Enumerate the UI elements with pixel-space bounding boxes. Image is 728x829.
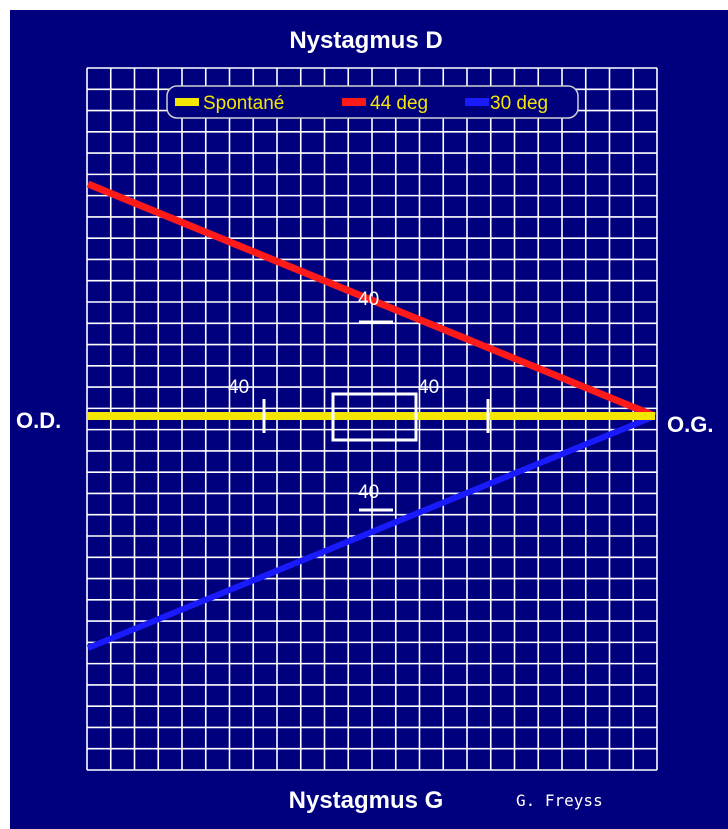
chart-title: Nystagmus D: [289, 27, 442, 54]
right-axis-label: O.G.: [667, 412, 713, 437]
legend-label-30-deg: 30 deg: [490, 93, 548, 114]
left-axis-label: O.D.: [16, 408, 61, 433]
legend-swatch-30-deg: [465, 98, 489, 106]
scale-marks: [262, 320, 490, 512]
credit-text: G. Freyss: [516, 791, 603, 810]
legend-label-spontane: Spontané: [203, 93, 284, 114]
legend-swatch-44-deg: [342, 98, 366, 106]
legend-box: [166, 85, 579, 119]
series-line-30-deg: [86, 413, 657, 651]
scale-label-top: 40: [358, 289, 379, 310]
series-group: [86, 180, 657, 651]
series-line-44-deg: [86, 180, 657, 420]
center-box: [331, 392, 418, 442]
scale-label-left: 40: [228, 377, 249, 398]
legend: Spontané 44 deg 30 deg: [166, 85, 579, 119]
scale-label-right: 40: [418, 377, 439, 398]
legend-swatch-spontane: [175, 98, 199, 106]
chart-bottom-title: Nystagmus G: [289, 787, 444, 814]
scale-label-bottom: 40: [358, 482, 379, 503]
legend-label-44-deg: 44 deg: [370, 93, 428, 114]
